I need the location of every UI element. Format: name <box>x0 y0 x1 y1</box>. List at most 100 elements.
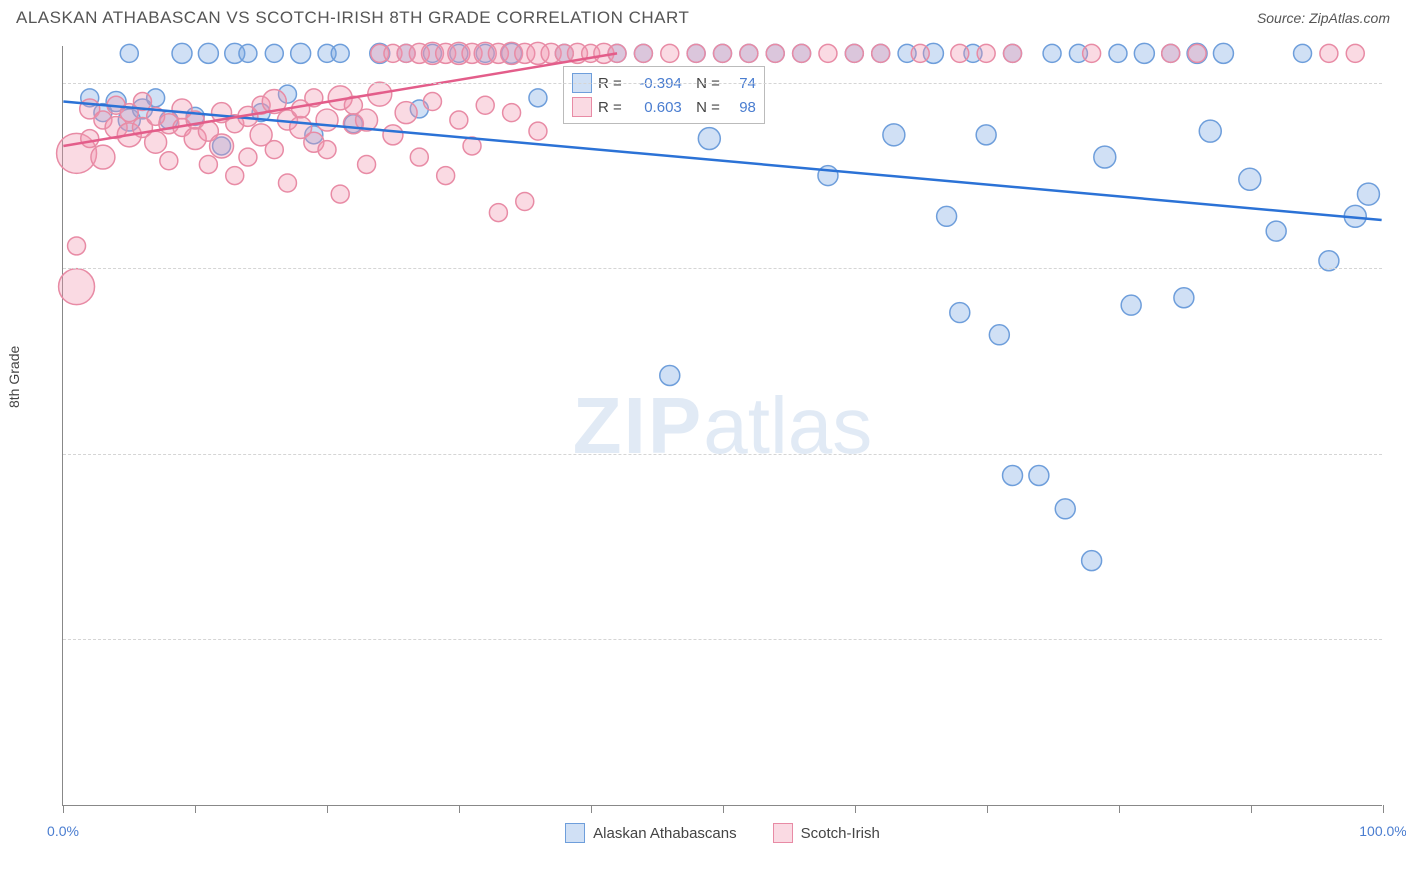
data-point <box>172 43 192 63</box>
data-point <box>1239 168 1261 190</box>
data-point <box>503 104 521 122</box>
x-tick <box>987 805 988 813</box>
data-point <box>634 44 652 62</box>
x-tick <box>1119 805 1120 813</box>
x-tick <box>63 805 64 813</box>
data-point <box>793 44 811 62</box>
data-point <box>516 193 534 211</box>
data-point <box>160 152 178 170</box>
data-point <box>529 89 547 107</box>
data-point <box>331 185 349 203</box>
data-point <box>883 124 905 146</box>
data-point <box>1357 183 1379 205</box>
data-point <box>120 44 138 62</box>
data-point <box>1174 288 1194 308</box>
data-point <box>766 44 784 62</box>
chart-header: ALASKAN ATHABASCAN VS SCOTCH-IRISH 8TH G… <box>0 0 1406 32</box>
x-tick <box>195 805 196 813</box>
gridline <box>63 639 1382 640</box>
data-point <box>1320 44 1338 62</box>
gridline <box>63 454 1382 455</box>
data-point <box>1082 551 1102 571</box>
data-point <box>410 148 428 166</box>
data-point <box>976 125 996 145</box>
data-point <box>1055 499 1075 519</box>
data-point <box>687 44 705 62</box>
x-tick <box>723 805 724 813</box>
y-tick-label: 95.0% <box>1394 260 1406 276</box>
data-point <box>1029 465 1049 485</box>
legend-swatch <box>572 97 592 117</box>
data-point <box>278 174 296 192</box>
y-tick-label: 85.0% <box>1394 631 1406 647</box>
data-point <box>291 43 311 63</box>
data-point <box>1162 44 1180 62</box>
data-point <box>318 141 336 159</box>
legend-swatch <box>565 823 585 843</box>
data-point <box>383 125 403 145</box>
data-point <box>437 167 455 185</box>
data-point <box>210 134 234 158</box>
data-point <box>740 44 758 62</box>
data-point <box>845 44 863 62</box>
data-point <box>199 155 217 173</box>
stats-legend-row: R = 0.603 N = 98 <box>572 95 756 119</box>
r-label: R = <box>598 99 622 116</box>
legend-label: Alaskan Athabascans <box>593 825 736 842</box>
data-point <box>198 43 218 63</box>
data-point <box>316 109 338 131</box>
data-point <box>358 155 376 173</box>
series-legend: Alaskan Athabascans Scotch-Irish <box>63 823 1382 843</box>
data-point <box>977 44 995 62</box>
data-point <box>145 131 167 153</box>
x-tick <box>1383 805 1384 813</box>
data-point <box>1121 295 1141 315</box>
chart-title: ALASKAN ATHABASCAN VS SCOTCH-IRISH 8TH G… <box>16 8 689 28</box>
n-label: N = <box>688 99 720 116</box>
data-point <box>1346 44 1364 62</box>
data-point <box>1213 43 1233 63</box>
data-point <box>59 269 95 305</box>
data-point <box>68 237 86 255</box>
data-point <box>951 44 969 62</box>
gridline <box>63 268 1382 269</box>
data-point <box>661 44 679 62</box>
data-point <box>1094 146 1116 168</box>
plot-area <box>63 46 1382 805</box>
data-point <box>819 44 837 62</box>
data-point <box>226 167 244 185</box>
chart-source: Source: ZipAtlas.com <box>1257 10 1390 26</box>
data-point <box>1294 44 1312 62</box>
data-point <box>698 128 720 150</box>
data-point <box>1043 44 1061 62</box>
x-tick <box>591 805 592 813</box>
legend-item: Scotch-Irish <box>773 823 880 843</box>
data-point <box>450 111 468 129</box>
data-point <box>1188 44 1206 62</box>
data-point <box>911 44 929 62</box>
data-point <box>937 206 957 226</box>
scatter-chart: ZIPatlas R = -0.394 N = 74R = 0.603 N = … <box>62 46 1382 806</box>
data-point <box>331 44 349 62</box>
x-tick-label: 100.0% <box>1359 823 1406 839</box>
data-point <box>1109 44 1127 62</box>
data-point <box>239 148 257 166</box>
x-tick-label: 0.0% <box>47 823 79 839</box>
legend-swatch <box>773 823 793 843</box>
data-point <box>265 141 283 159</box>
data-point <box>91 145 115 169</box>
r-value: 0.603 <box>628 99 682 116</box>
data-point <box>239 44 257 62</box>
legend-label: Scotch-Irish <box>801 825 880 842</box>
data-point <box>1004 44 1022 62</box>
data-point <box>1134 43 1154 63</box>
n-value: 98 <box>726 99 756 116</box>
x-tick <box>1251 805 1252 813</box>
data-point <box>1266 221 1286 241</box>
data-point <box>265 44 283 62</box>
data-point <box>423 93 441 111</box>
data-point <box>1003 465 1023 485</box>
data-point <box>476 96 494 114</box>
y-tick-label: 90.0% <box>1394 446 1406 462</box>
source-prefix: Source: <box>1257 10 1309 26</box>
